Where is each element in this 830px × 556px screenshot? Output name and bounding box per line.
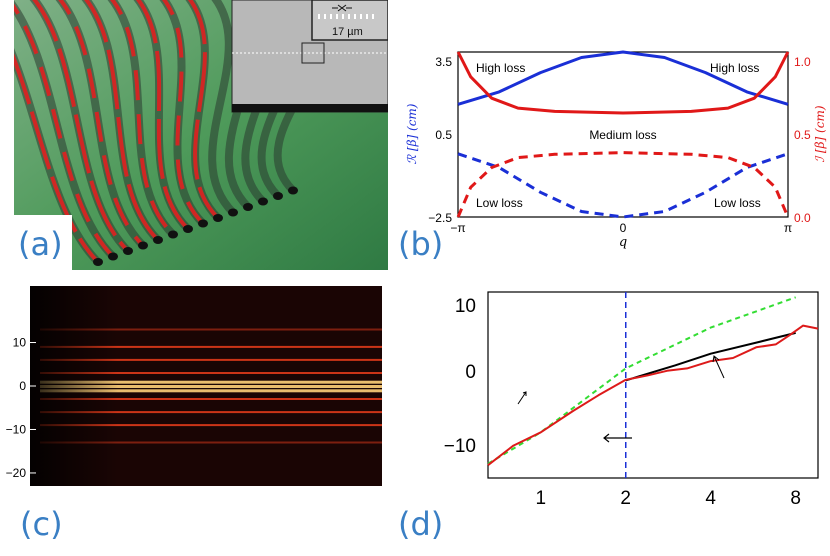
arrow-gamma [603,433,632,443]
c-tick-label-3: −20 [6,466,27,480]
d-x-tick-0: 1 [536,488,547,509]
d-x-tick-1: 2 [620,488,631,509]
waveguide-end-9 [228,208,238,217]
c-tick-label-0: 10 [13,336,27,350]
waveguide-light-3 [57,0,145,247]
annotation-high-loss-left: High loss [476,61,525,75]
waveguide-light-8 [187,0,220,220]
waveguide-end-8 [213,214,223,222]
annotation-medium-loss: Medium loss [589,128,656,142]
waveguide-light-4 [83,0,160,242]
series-d-0 [487,296,797,465]
waveguide-light-1 [6,0,115,258]
band-chart: 3.5 0.5 −2.5 1.0 0.5 0.0 −π 0 π q ℛ [β] … [405,50,827,250]
panel-a: 17 µm [0,0,389,270]
x-axis-label: q [619,235,627,250]
series-d-1 [625,331,796,382]
waveguide-end-10 [243,203,253,211]
left-tick-mid: 0.5 [435,128,452,142]
waveguide-end-1 [108,252,118,261]
waveguide-array-image: 17 µm [0,0,389,270]
series-b-2 [456,51,790,115]
annotation-high-loss-right: High loss [710,61,759,75]
panel-c: 10 0 −10 −20 [0,282,392,492]
inset-scale-label: 17 µm [332,26,363,38]
arrow-z-linear [712,355,725,379]
left-axis-label: ℛ [β] (cm) [405,103,419,164]
right-axis-label: ℐ [β] (cm) [813,105,827,162]
x-tick-neg-pi: −π [450,221,465,235]
waveguide-end-6 [183,225,193,233]
waveguide-end-12 [273,192,283,200]
inset-zoom-panel [311,0,389,41]
inset-substrate [232,104,388,112]
waveguide-end-7 [198,219,208,228]
panel-label-a: (a) [18,225,63,263]
y-tick-2: −10 [444,436,476,457]
x-tick-zero: 0 [620,221,627,235]
panel-label-c: (c) [20,505,63,543]
waveguide-end-5 [168,230,178,239]
chart-d-frame [487,291,819,479]
right-tick-bottom: 0.0 [794,211,811,225]
series-b-0 [457,50,789,106]
left-tick-top: 3.5 [435,55,452,69]
waveguide-light-0 [0,23,100,264]
arrow-z-squared [517,391,527,405]
d-x-tick-2: 4 [705,488,716,509]
series-b-3 [456,151,790,218]
panel-d: 10 0 −10 1 2 4 8 [392,282,830,551]
waveguide-7 [159,0,206,227]
waveguide-end-13 [288,186,298,195]
inset-zoom-box [301,42,325,64]
c-tick-label-1: 0 [19,379,26,393]
waveguide-end-2 [123,247,133,255]
waveguide-light-2 [32,0,130,253]
panel-label-d: (d) [398,505,444,543]
d-x-tick-3: 8 [790,488,801,509]
spreading-chart: 10 0 −10 1 2 4 8 [444,291,819,509]
heatmap-fade [30,286,382,486]
right-tick-top: 1.0 [794,55,811,69]
y-tick-40: 10 [455,296,476,317]
waveguide-light-5 [109,0,175,236]
label-backdrop-a [14,215,72,270]
waveguide-end-3 [138,241,148,250]
waveguide-9 [208,0,236,216]
panel-label-b: (b) [398,225,444,263]
y-tick-10: 0 [465,362,476,383]
inset-dots [318,14,374,19]
series-d-2 [487,324,819,466]
intensity-heatmap: 10 0 −10 −20 [6,286,382,486]
scale-arrows [332,4,352,12]
waveguide-end-4 [153,236,163,244]
annotation-low-loss-right: Low loss [714,196,761,210]
annotation-low-loss-left: Low loss [476,196,523,210]
waveguide-light-6 [135,0,190,231]
x-tick-pi: π [784,221,792,235]
waveguide-end-11 [258,197,268,206]
right-tick-mid: 0.5 [794,128,811,142]
chart-b-frame [457,51,789,218]
panel-b: 3.5 0.5 −2.5 1.0 0.5 0.0 −π 0 π q ℛ [β] … [392,42,830,282]
c-tick-label-2: −10 [6,423,27,437]
left-tick-bottom: −2.5 [428,211,452,225]
waveguide-end-0 [93,258,103,266]
